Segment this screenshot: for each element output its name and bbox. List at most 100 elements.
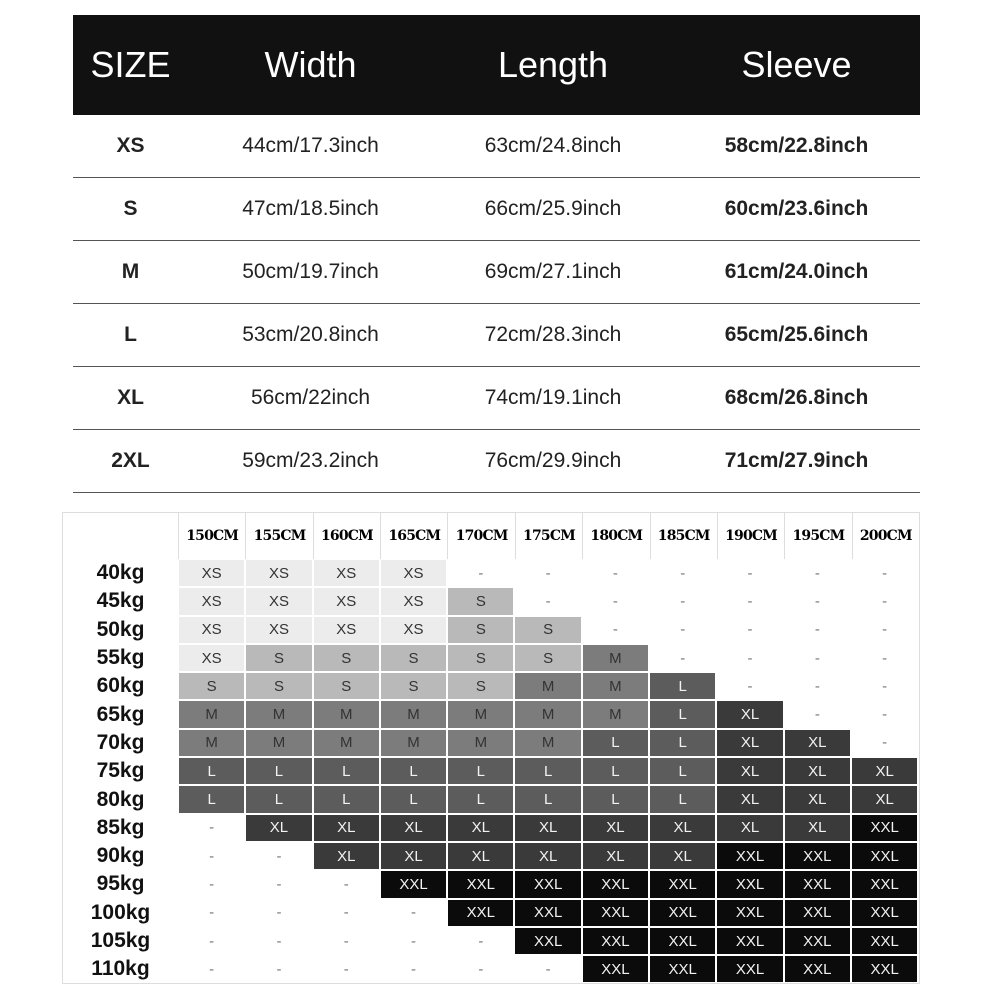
header-sleeve: Sleeve <box>741 44 852 85</box>
size-cell: - <box>783 672 851 701</box>
size-cell: L <box>312 785 380 814</box>
size-cell: - <box>649 615 717 644</box>
size-cell: M <box>121 260 140 283</box>
size-cell: M <box>514 728 582 758</box>
size-cell: L <box>514 785 582 814</box>
weight-label: 70kg <box>96 730 145 754</box>
weight-row: 50kg XS XS XS XS S S - - - - - <box>63 615 919 644</box>
size-cell: - <box>514 559 582 588</box>
weight-label: 110kg <box>91 957 150 981</box>
size-cell: - <box>783 615 851 644</box>
size-cell: L <box>649 728 717 758</box>
size-cell: - <box>379 955 448 984</box>
height-weight-size-grid: 150CM 155CM 160CM 165CM 170CM 175CM 180CM 185CM… <box>62 512 920 985</box>
size-cell: - <box>312 926 380 956</box>
size-row: XS 44cm/17.3inch 63cm/24.8inch 58cm/22.8inc… <box>73 115 920 178</box>
size-cell: XS <box>312 615 380 644</box>
height-header: 155CM <box>245 513 312 559</box>
size-cell: - <box>245 841 313 871</box>
size-cell: L <box>447 785 515 814</box>
size-cell: S <box>245 643 313 673</box>
height-header: 170CM <box>447 513 514 559</box>
size-cell: M <box>447 728 515 758</box>
weight-row: 65kg M M M M M M M L XL - - <box>63 700 919 729</box>
size-cell: XL <box>581 813 650 842</box>
sleeve-cell: 71cm/27.9inch <box>724 449 869 472</box>
weight-row: 40kg XS XS XS XS - - - - - - - <box>63 559 919 588</box>
sleeve-cell: 60cm/23.6inch <box>724 197 869 220</box>
size-cell: XXL <box>850 870 919 899</box>
length-cell: 72cm/28.3inch <box>484 323 622 346</box>
size-cell: XL <box>783 728 851 758</box>
size-cell: XL <box>716 813 784 842</box>
size-cell: XL <box>581 841 650 871</box>
size-cell: - <box>514 587 582 616</box>
size-cell: - <box>649 587 717 616</box>
size-cell: - <box>178 955 246 984</box>
size-cell: S <box>379 643 448 673</box>
size-cell: L <box>178 785 246 814</box>
size-cell: S <box>178 672 246 701</box>
size-cell: XS <box>379 615 448 644</box>
size-cell: XS <box>178 615 246 644</box>
size-row: L 53cm/20.8inch 72cm/28.3inch 65cm/25.6inch <box>73 304 920 367</box>
table-header: SIZE Width Length Sleeve <box>73 15 920 115</box>
weight-label: 55kg <box>96 646 145 670</box>
header-width: Width <box>264 44 357 85</box>
size-cell: L <box>312 757 380 786</box>
weight-row: 60kg S S S S S M M L - - - <box>63 672 919 701</box>
size-cell: - <box>514 955 582 984</box>
weight-row: 90kg - - XL XL XL XL XL XL XXL XXL XXL <box>63 841 919 871</box>
size-cell: M <box>245 700 313 729</box>
weight-label: 105kg <box>90 929 151 952</box>
weight-row: 75kg L L L L L L L L XL XL XL <box>63 757 919 786</box>
size-cell: - <box>245 926 313 956</box>
size-cell: - <box>716 615 784 644</box>
size-cell: M <box>379 700 448 729</box>
size-cell: XXL <box>514 898 582 927</box>
size-cell: L <box>581 728 650 758</box>
size-cell: L <box>514 757 582 786</box>
weight-label: 95kg <box>96 872 145 896</box>
size-cell: XL <box>447 813 515 842</box>
size-cell: XXL <box>850 926 919 956</box>
size-cell: L <box>245 785 313 814</box>
size-cell: M <box>312 728 380 758</box>
height-header: 165CM <box>380 513 447 559</box>
weight-row: 100kg - - - - XXL XXL XXL XXL XXL XXL XXL <box>63 898 919 927</box>
size-cell: S <box>447 643 515 673</box>
size-cell: S <box>379 672 448 701</box>
size-cell: XXL <box>581 926 650 956</box>
sleeve-cell: 68cm/26.8inch <box>724 386 869 409</box>
size-cell: - <box>581 615 650 644</box>
weight-row: 70kg M M M M M M L L XL XL - <box>63 728 919 758</box>
weight-label: 85kg <box>96 815 145 839</box>
size-cell: XXL <box>649 955 717 984</box>
size-cell: - <box>783 559 851 588</box>
weight-row: 95kg - - - XXL XXL XXL XXL XXL XXL XXL XXL <box>63 870 919 899</box>
size-cell: - <box>178 870 246 899</box>
size-cell: XXL <box>716 898 784 927</box>
size-cell: M <box>581 643 650 673</box>
size-cell: XXL <box>850 813 919 842</box>
size-cell: L <box>447 757 515 786</box>
size-cell: - <box>379 898 448 927</box>
size-cell: - <box>312 870 380 899</box>
size-cell: - <box>245 955 313 984</box>
size-cell: - <box>178 898 246 927</box>
size-cell: XXL <box>447 870 515 899</box>
size-cell: XXL <box>379 870 448 899</box>
size-cell: XL <box>312 841 380 871</box>
size-cell: XS <box>178 643 246 673</box>
length-cell: 74cm/19.1inch <box>484 386 622 409</box>
length-cell: 76cm/29.9inch <box>484 449 622 472</box>
size-cell: - <box>581 587 650 616</box>
size-cell: L <box>649 700 717 729</box>
size-cell: XXL <box>649 898 717 927</box>
size-cell: S <box>245 672 313 701</box>
size-cell: M <box>178 728 246 758</box>
weight-row: 110kg - - - - - - XXL XXL XXL XXL XXL <box>63 955 919 984</box>
size-cell: - <box>245 898 313 927</box>
width-cell: 44cm/17.3inch <box>242 134 379 157</box>
size-cell: L <box>649 672 717 701</box>
